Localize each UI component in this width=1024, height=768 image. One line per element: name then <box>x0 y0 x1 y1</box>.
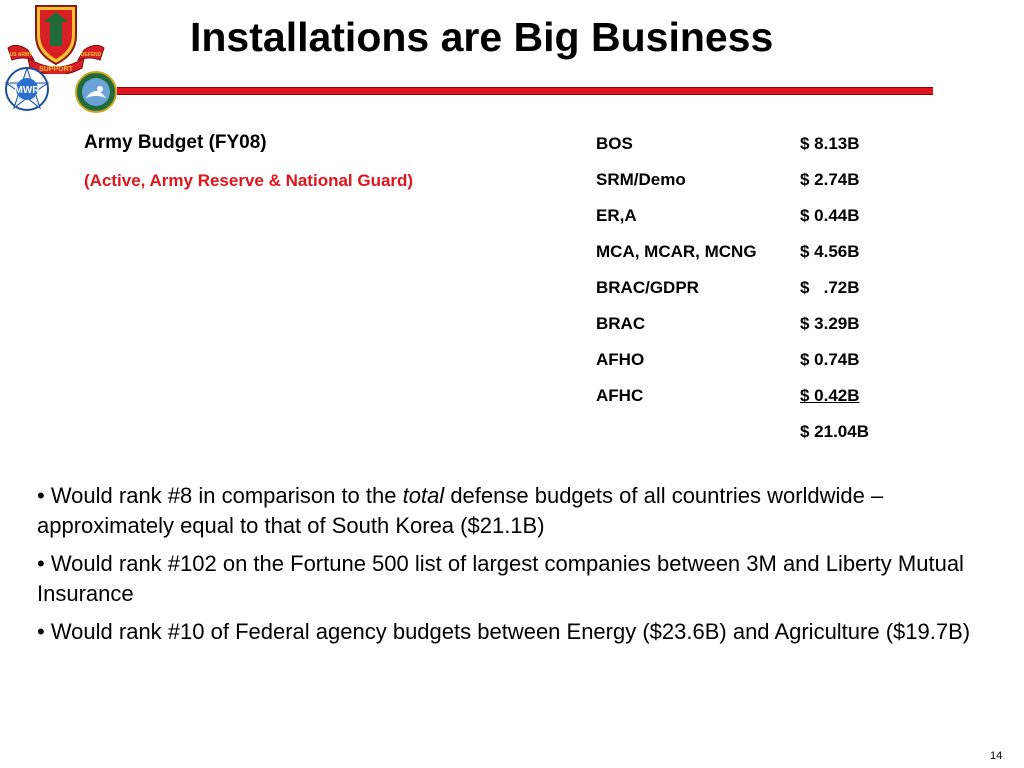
eagle-seal-logo <box>75 71 117 113</box>
budget-row-name: BRAC <box>596 314 646 333</box>
budget-row-value: $ 4.56B <box>800 242 860 261</box>
bullet-emphasis: total <box>402 483 445 508</box>
slide-title: Installations are Big Business <box>190 14 774 60</box>
mwr-logo: MWR <box>4 66 50 111</box>
budget-row-value: $ 8.13B <box>800 134 860 153</box>
page-number: 14 <box>990 750 1003 762</box>
budget-subtitle: (Active, Army Reserve & National Guard) <box>84 171 414 190</box>
budget-row-name: AFHC <box>596 386 644 405</box>
bullet-item: • Would rank #10 of Federal agency budge… <box>37 617 977 647</box>
budget-title: Army Budget (FY08) <box>84 132 267 153</box>
budget-row-value: $ 3.29B <box>800 314 860 333</box>
bullet-text: • Would rank #102 on the Fortune 500 lis… <box>37 551 964 606</box>
crest-ribbon-center-text: SUPPORT <box>39 66 74 73</box>
budget-row-value: $ 0.42B <box>800 386 860 405</box>
budget-row-name: ER,A <box>596 206 637 225</box>
bullet-item: • Would rank #8 in comparison to the tot… <box>37 481 977 541</box>
bullet-item: • Would rank #102 on the Fortune 500 lis… <box>37 549 977 609</box>
bullet-text: • Would rank #8 in comparison to the <box>37 483 403 508</box>
budget-row-name: AFHO <box>596 350 645 369</box>
bullet-text-continued: defense budgets of all countries worldwi… <box>37 483 884 538</box>
crest-ribbon-left-text: US ARMY <box>10 52 34 58</box>
budget-row-name: SRM/Demo <box>596 170 686 189</box>
bullet-text: • Would rank #10 of Federal agency budge… <box>37 619 971 644</box>
budget-total-value: $ 21.04B <box>800 422 869 441</box>
budget-row-value: $ 0.74B <box>800 350 860 369</box>
army-crest-logo: SUPPORT US ARMY DEFEND <box>7 5 105 74</box>
budget-row-name: MCA, MCAR, MCNG <box>596 242 757 261</box>
mwr-logo-text: MWR <box>15 85 41 96</box>
title-underline-rule <box>117 87 933 95</box>
crest-ribbon-right-text: DEFEND <box>81 52 102 58</box>
budget-row-name: BOS <box>596 134 633 153</box>
budget-row-name: BRAC/GDPR <box>596 278 699 297</box>
budget-row-value: $ 0.44B <box>800 206 860 225</box>
bullet-list: • Would rank #8 in comparison to the tot… <box>37 481 977 655</box>
budget-row-value: $ 2.74B <box>800 170 860 189</box>
budget-row-value: $ .72B <box>800 278 860 297</box>
